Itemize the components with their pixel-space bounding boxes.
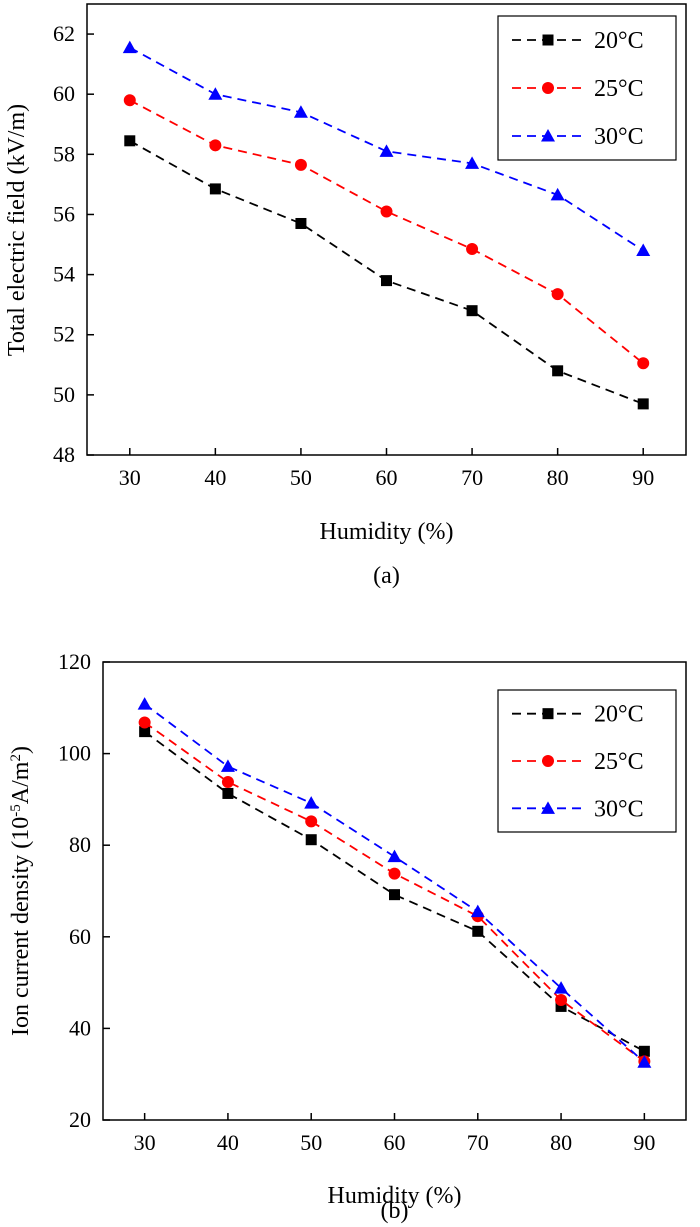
- data-point: [209, 183, 221, 195]
- x-tick-label: 70: [467, 1130, 489, 1155]
- data-point: [389, 889, 400, 901]
- x-tick-label: 90: [632, 465, 654, 490]
- data-point: [388, 867, 401, 880]
- data-point: [637, 398, 649, 410]
- x-tick-label: 90: [633, 1130, 655, 1155]
- y-tick-label: 56: [53, 201, 75, 226]
- series-2: [137, 697, 652, 1068]
- legend-marker: [542, 34, 554, 46]
- data-point: [637, 357, 650, 370]
- y-tick-label: 50: [53, 382, 75, 407]
- data-point: [209, 139, 222, 152]
- data-point: [550, 187, 565, 201]
- data-point: [470, 904, 485, 918]
- data-point: [294, 158, 307, 171]
- data-point: [379, 144, 394, 157]
- x-axis-label: Humidity (%): [320, 519, 454, 545]
- x-axis-label: Humidity (%): [328, 1183, 462, 1209]
- x-tick-label: 40: [217, 1130, 239, 1155]
- series-line: [129, 140, 644, 405]
- x-tick-label: 40: [204, 465, 226, 490]
- legend-label: 30°C: [594, 796, 644, 822]
- legend-box: [497, 15, 677, 161]
- legend-marker: [541, 801, 555, 814]
- data-point: [304, 796, 319, 809]
- data-point: [208, 87, 223, 100]
- data-point: [137, 697, 152, 710]
- legend-box: [497, 689, 677, 833]
- data-point: [293, 105, 308, 118]
- panel-caption: (b): [381, 1198, 409, 1224]
- chart-panel-b: 30 40 50 60 70 80 90 20 40 60 80 100 120 Humidity (%)…: [8, 649, 687, 1224]
- data-point: [305, 834, 317, 846]
- series-1: [123, 94, 650, 370]
- legend: 20°C 25°C 30°C: [497, 689, 677, 833]
- data-point: [554, 981, 569, 994]
- y-tick-label: 40: [69, 1015, 91, 1040]
- chart-panel-a: 30 40 50 60 70 80 90 48 50 52 54 56 58 60 62 Humidity (…: [4, 3, 687, 589]
- x-tick-label: 80: [550, 1130, 572, 1155]
- series-0: [139, 726, 650, 1057]
- y-axis-label: Total electric field (kV/m): [4, 104, 30, 356]
- data-point: [636, 243, 651, 257]
- data-point: [465, 156, 480, 169]
- legend-label: 20°C: [594, 28, 644, 54]
- data-point: [305, 815, 318, 828]
- data-point: [466, 243, 479, 256]
- data-point: [552, 365, 564, 377]
- x-tick-label: 60: [384, 1130, 406, 1155]
- legend-label: 30°C: [594, 124, 644, 150]
- x-tick-label: 60: [376, 465, 398, 490]
- legend-label: 25°C: [594, 76, 644, 102]
- legend-label: 25°C: [594, 749, 644, 775]
- y-tick-label: 52: [53, 322, 75, 347]
- data-point: [472, 925, 484, 937]
- x-tick-label: 50: [290, 465, 312, 490]
- data-point: [555, 994, 568, 1007]
- data-point: [220, 759, 235, 772]
- legend-label: 20°C: [594, 702, 644, 728]
- series-2: [122, 40, 651, 257]
- data-point: [387, 849, 402, 863]
- data-point: [124, 135, 136, 147]
- legend-marker: [542, 755, 554, 767]
- y-tick-label: 20: [69, 1107, 91, 1132]
- data-point: [138, 716, 151, 729]
- data-point: [139, 726, 151, 738]
- data-point: [555, 1000, 567, 1012]
- x-tick-label: 30: [119, 465, 141, 490]
- data-point: [222, 787, 234, 799]
- y-tick-label: 48: [53, 442, 75, 467]
- y-tick-label: 62: [53, 21, 75, 46]
- y-tick-label: 60: [69, 924, 91, 949]
- data-point: [221, 775, 234, 788]
- data-point: [295, 217, 307, 229]
- series-0: [124, 135, 649, 410]
- y-tick-label: 100: [58, 741, 91, 766]
- x-tick-label: 30: [134, 1130, 156, 1155]
- data-point: [123, 94, 136, 107]
- y-tick-label: 80: [69, 832, 91, 857]
- panel-caption: (a): [373, 563, 400, 589]
- data-point: [466, 305, 478, 317]
- y-tick-label: 58: [53, 141, 75, 166]
- data-point: [638, 1045, 650, 1057]
- x-tick-label: 50: [300, 1130, 322, 1155]
- legend: 20°C 25°C 30°C: [497, 15, 677, 161]
- y-tick-label: 54: [53, 262, 75, 287]
- legend-marker: [542, 82, 554, 94]
- data-point: [380, 205, 393, 218]
- data-point: [551, 288, 564, 301]
- data-point: [122, 40, 137, 54]
- y-tick-label: 120: [58, 649, 91, 674]
- legend-marker: [541, 129, 555, 142]
- data-point: [381, 275, 392, 287]
- legend-marker: [542, 708, 554, 720]
- x-tick-label: 80: [547, 465, 569, 490]
- x-tick-label: 70: [461, 465, 483, 490]
- y-tick-label: 60: [53, 81, 75, 106]
- data-point: [637, 1055, 652, 1068]
- y-axis-label: Ion current density (10-5A/m2): [8, 746, 34, 1036]
